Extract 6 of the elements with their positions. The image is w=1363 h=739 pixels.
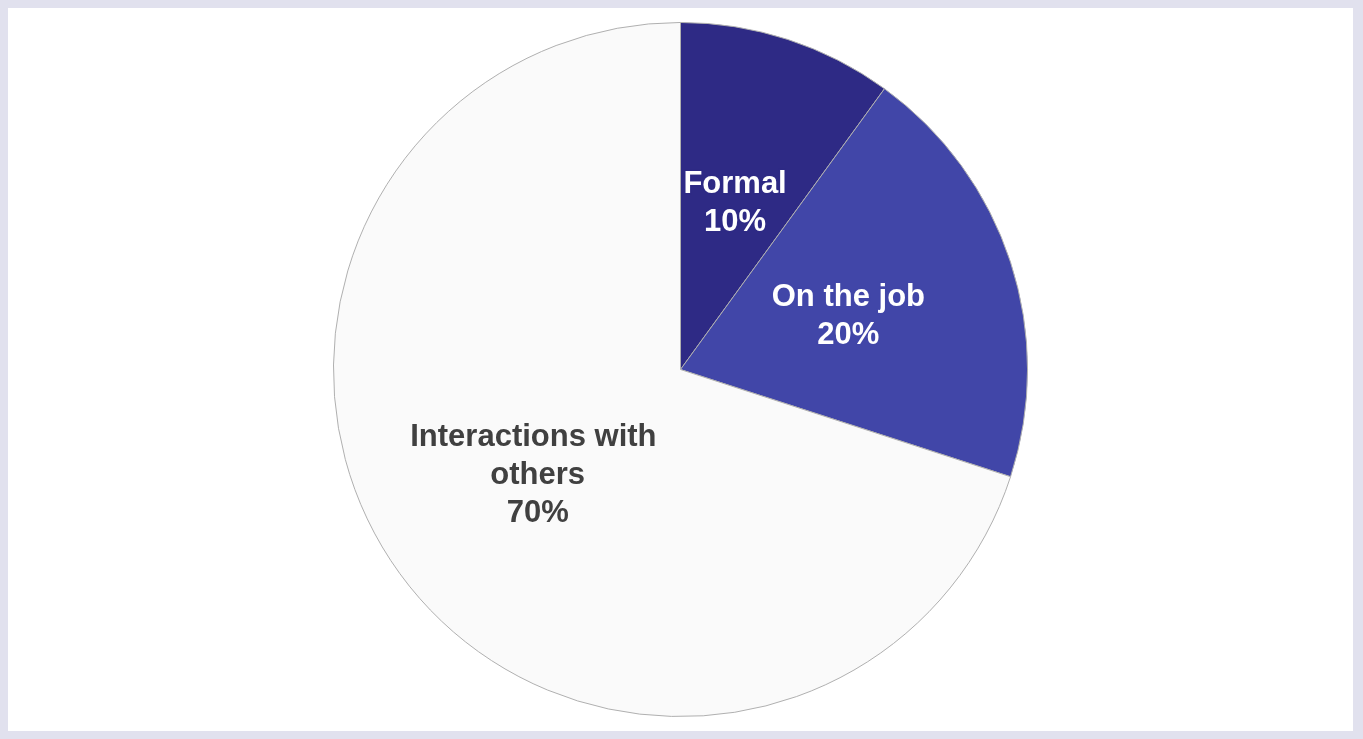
data-label: 10% <box>704 203 767 239</box>
slice-label: Formal <box>683 165 787 201</box>
data-label: 20% <box>817 316 880 352</box>
slice-label: On the job <box>771 278 926 314</box>
slice-label: Interactions with others <box>410 417 666 491</box>
data-label: 70% <box>506 493 569 529</box>
